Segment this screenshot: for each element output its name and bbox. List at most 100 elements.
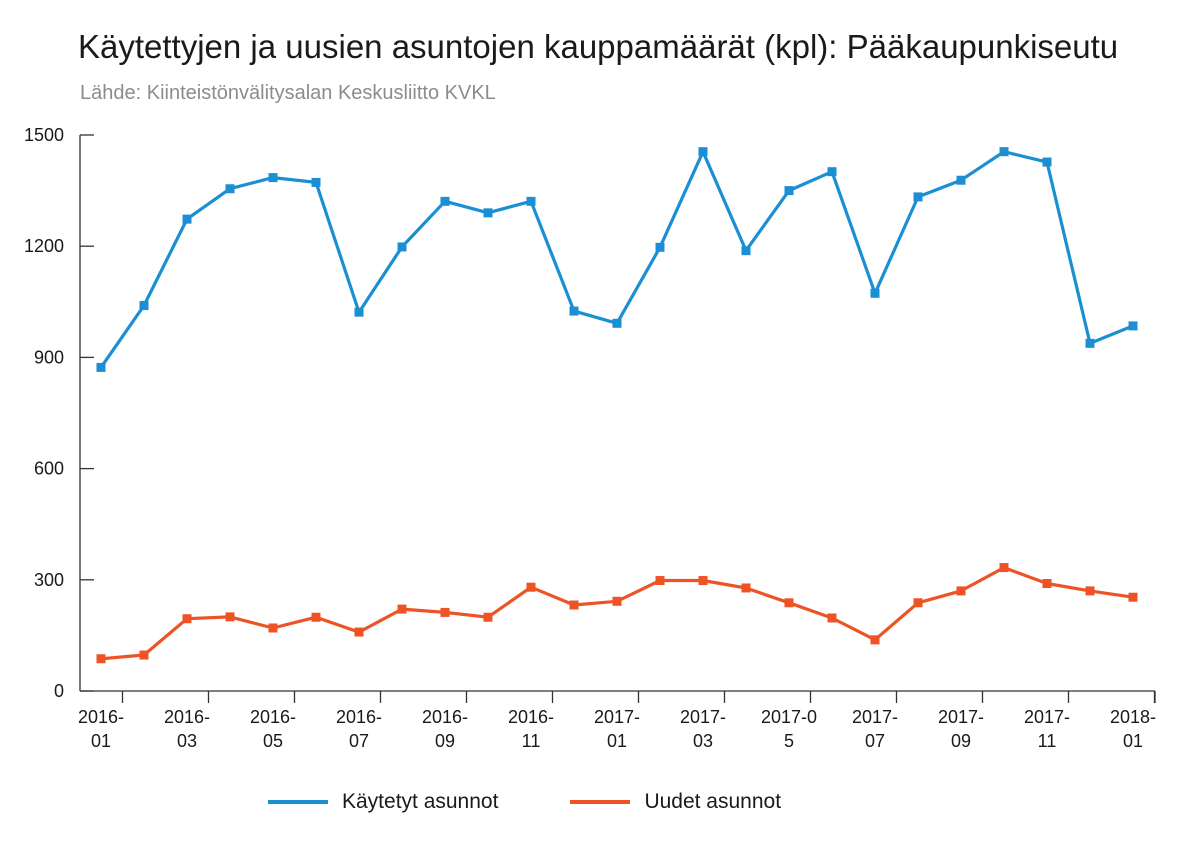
data-point-new-homes (870, 635, 880, 645)
data-point-new-homes (698, 576, 708, 586)
data-point-used-homes (139, 301, 149, 311)
data-point-used-homes (1128, 321, 1138, 331)
x-tick-label: 2017- 07 (852, 707, 898, 751)
x-tick-label-line: 07 (865, 731, 885, 751)
x-tick-label-line: 2016- (422, 707, 468, 727)
y-tick-label: 900 (34, 347, 64, 367)
legend-swatch-new-homes (570, 800, 631, 804)
x-tick-label-line: 01 (607, 731, 627, 751)
data-point-new-homes (483, 612, 493, 622)
chart-subtitle: Lähde: Kiinteistönvälitysalan Keskusliit… (80, 82, 496, 104)
x-tick-label-line: 2016- (336, 707, 382, 727)
data-point-used-homes (1042, 157, 1052, 167)
y-tick-label: 300 (34, 570, 64, 590)
chart-legend: Käytetyt asunnot Uudet asunnot (268, 790, 853, 814)
x-tick-label-line: 03 (177, 731, 197, 751)
x-tick-label-line: 11 (522, 731, 541, 751)
data-point-new-homes (999, 563, 1009, 573)
x-tick-label: 2016- 03 (164, 707, 210, 751)
data-point-new-homes (913, 598, 923, 608)
x-tick-label-line: 2017-0 (761, 707, 817, 727)
y-tick-label: 1200 (24, 236, 64, 256)
x-tick-label: 2017- 11 (1024, 707, 1070, 751)
data-point-used-homes (483, 208, 493, 218)
series-line-used-homes (99, 150, 1134, 369)
data-point-used-homes (1085, 338, 1095, 348)
data-point-used-homes (655, 242, 665, 252)
legend-label-used-homes: Käytetyt asunnot (342, 790, 499, 813)
x-tick-label: 2017- 03 (680, 707, 726, 751)
x-tick-label: 2017-0 5 (761, 707, 817, 751)
data-point-new-homes (225, 612, 235, 622)
data-point-used-homes (999, 147, 1009, 157)
x-tick-label-line: 2017- (938, 707, 984, 727)
data-point-used-homes (612, 318, 622, 328)
x-tick-label-line: 2017- (852, 707, 898, 727)
data-point-new-homes (784, 598, 794, 608)
data-point-used-homes (698, 147, 708, 157)
data-point-used-homes (354, 307, 364, 317)
data-point-used-homes (397, 242, 407, 252)
x-tick-label-line: 05 (263, 731, 283, 751)
data-point-new-homes (139, 650, 149, 660)
data-point-used-homes (913, 192, 923, 202)
x-tick-label-line: 2016- (164, 707, 210, 727)
data-point-new-homes (311, 612, 321, 622)
data-point-new-homes (397, 604, 407, 614)
x-tick-label-line: 09 (435, 731, 455, 751)
data-point-new-homes (827, 613, 837, 623)
data-point-new-homes (569, 600, 579, 610)
data-point-used-homes (526, 196, 536, 206)
x-tick-label: 2016- 09 (422, 707, 468, 751)
data-point-new-homes (440, 607, 450, 617)
data-point-new-homes (655, 576, 665, 586)
legend-item-used-homes: Käytetyt asunnot (268, 790, 498, 814)
x-tick-label: 2016- 11 (508, 707, 554, 751)
x-tick-label-line: 01 (91, 731, 111, 751)
data-point-used-homes (311, 177, 321, 187)
data-point-new-homes (612, 596, 622, 606)
data-point-new-homes (1085, 586, 1095, 596)
data-point-used-homes (96, 362, 106, 372)
x-tick-label-line: 03 (693, 731, 713, 751)
x-tick-label: 2016- 05 (250, 707, 296, 751)
x-tick-label-line: 2017- (594, 707, 640, 727)
x-tick-label: 2017- 09 (938, 707, 984, 751)
data-point-new-homes (526, 582, 536, 592)
series-line-new-homes (100, 565, 1134, 661)
data-point-new-homes (741, 583, 751, 593)
x-tick-label-line: 2017- (1024, 707, 1070, 727)
x-tick-label-line: 09 (951, 731, 971, 751)
data-point-new-homes (1128, 592, 1138, 602)
data-point-used-homes (827, 167, 837, 177)
data-point-used-homes (870, 288, 880, 298)
data-point-new-homes (354, 627, 364, 637)
data-point-used-homes (440, 196, 450, 206)
data-point-new-homes (96, 654, 106, 664)
legend-item-new-homes: Uudet asunnot (570, 790, 781, 814)
data-point-new-homes (1042, 579, 1052, 589)
chart-title: Käytettyjen ja uusien asuntojen kauppamä… (78, 28, 1119, 65)
legend-swatch-used-homes (268, 800, 328, 804)
data-point-new-homes (182, 614, 192, 624)
x-tick-label: 2018- 01 (1110, 707, 1156, 751)
x-tick-label-line: 2016- (250, 707, 296, 727)
data-point-new-homes (268, 623, 278, 633)
data-point-used-homes (225, 184, 235, 194)
x-tick-label: 2016- 01 (78, 707, 124, 751)
y-tick-label: 600 (34, 459, 64, 479)
data-point-used-homes (569, 306, 579, 316)
data-point-used-homes (784, 186, 794, 196)
data-point-used-homes (182, 214, 192, 224)
data-point-used-homes (956, 175, 966, 185)
x-tick-label-line: 2018- (1110, 707, 1156, 727)
legend-label-new-homes: Uudet asunnot (644, 790, 782, 813)
x-tick-label-line: 11 (1038, 731, 1057, 751)
x-tick-label: 2016- 07 (336, 707, 382, 751)
data-point-used-homes (268, 173, 278, 183)
data-point-used-homes (741, 246, 751, 256)
x-tick-label-line: 01 (1123, 731, 1143, 751)
x-tick-label-line: 07 (349, 731, 369, 751)
x-tick-label-line: 2017- (680, 707, 726, 727)
